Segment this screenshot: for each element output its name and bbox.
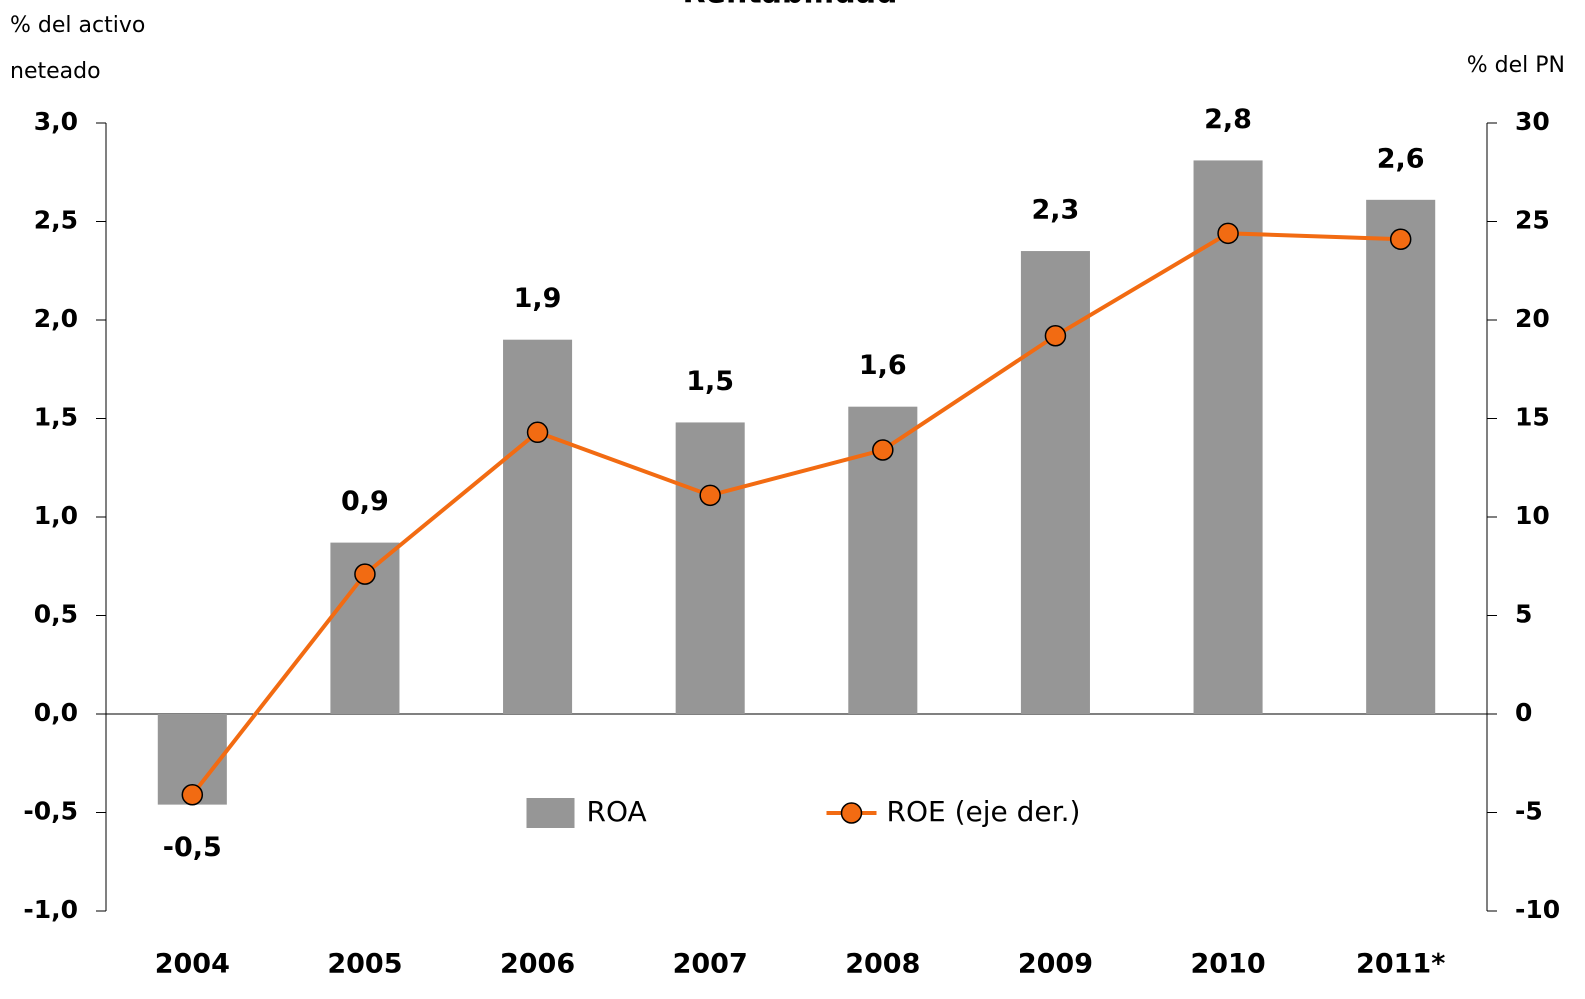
y2-tick-label: -5 — [1515, 797, 1543, 826]
x-tick-label: 2008 — [845, 949, 920, 980]
legend-swatch — [526, 798, 575, 828]
point — [354, 563, 376, 585]
point — [1217, 222, 1239, 245]
value-label: -0,5 — [163, 832, 222, 863]
bar — [503, 339, 573, 714]
value-label: 2,8 — [1204, 104, 1252, 135]
y-tick-label: -1,0 — [23, 895, 78, 924]
bar — [1193, 160, 1263, 714]
y2-tick-label: 0 — [1515, 698, 1532, 727]
y-tick-label: 1,0 — [34, 501, 78, 530]
y-axis-label: % del activo — [10, 13, 145, 38]
legend-label: ROA — [587, 795, 647, 828]
x-tick-label: 2010 — [1190, 949, 1265, 980]
y2-tick-label: 5 — [1515, 600, 1532, 629]
y2-tick-label: 25 — [1515, 206, 1550, 235]
value-label: 1,5 — [686, 366, 734, 397]
legend-swatch — [840, 802, 863, 824]
x-tick-label: 2007 — [673, 949, 748, 980]
bar — [675, 422, 745, 714]
x-tick-label: 2011* — [1356, 949, 1445, 980]
y-tick-label: -0,5 — [23, 797, 78, 826]
x-tick-label: 2006 — [500, 949, 575, 980]
x-tick-label: 2005 — [327, 949, 402, 980]
y-tick-label: 2,0 — [34, 304, 78, 333]
x-tick-label: 2004 — [155, 949, 230, 980]
point — [1389, 228, 1412, 250]
point — [872, 439, 894, 461]
y-tick-label: 3,0 — [34, 107, 78, 136]
y-tick-label: 0,5 — [34, 600, 78, 629]
legend-label: ROE (eje der.) — [887, 795, 1081, 828]
y-tick-label: 0,0 — [34, 698, 78, 727]
point — [1044, 325, 1067, 347]
value-label: 1,9 — [514, 283, 562, 314]
y2-tick-label: -10 — [1515, 895, 1560, 924]
line — [190, 231, 1401, 797]
y2-tick-label: 20 — [1515, 304, 1550, 333]
point — [699, 484, 721, 507]
value-label: 2,6 — [1377, 143, 1425, 174]
y-tick-label: 1,5 — [34, 403, 78, 432]
point — [181, 784, 204, 806]
value-label: 1,6 — [859, 350, 907, 381]
x-tick-label: 2009 — [1018, 949, 1093, 980]
y-axis-label: neteado — [10, 59, 101, 84]
y-tick-label: 2,5 — [34, 206, 78, 235]
point — [526, 421, 549, 444]
y2-tick-label: 30 — [1515, 107, 1550, 136]
value-label: 0,9 — [341, 486, 389, 517]
y2-axis-label: % del PN — [1467, 53, 1565, 78]
y2-tick-label: 15 — [1515, 403, 1550, 432]
bar — [1366, 199, 1436, 714]
y2-tick-label: 10 — [1515, 501, 1550, 530]
value-label: 2,3 — [1032, 195, 1080, 226]
chart-title: Rentabilidad — [683, 0, 898, 11]
